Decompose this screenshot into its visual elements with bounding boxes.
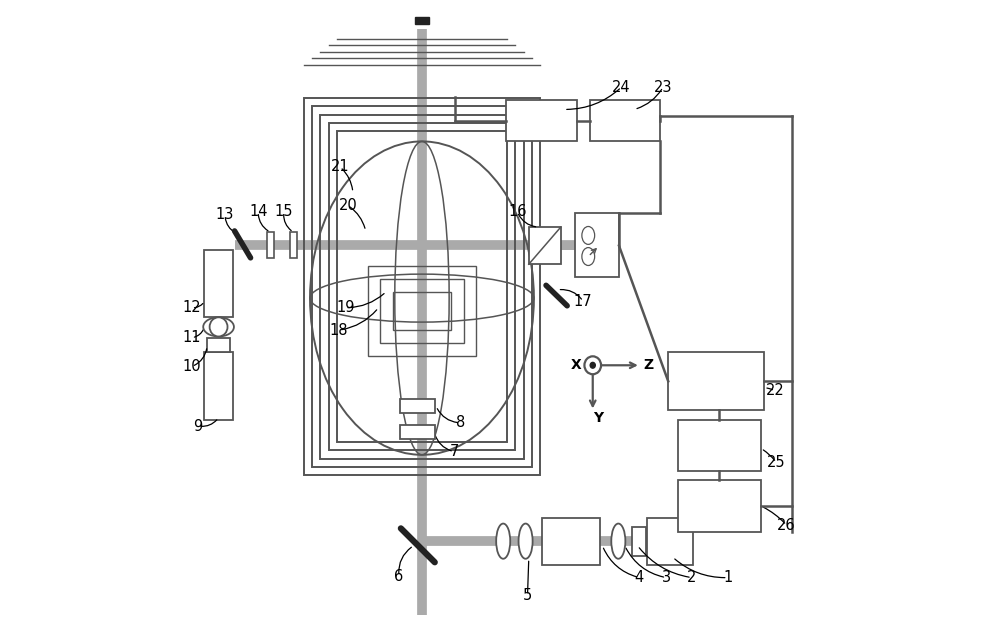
Bar — [529, 227, 561, 264]
Bar — [678, 480, 761, 531]
Text: 23: 23 — [654, 79, 672, 94]
Bar — [400, 399, 435, 413]
Text: 13: 13 — [216, 208, 234, 222]
Ellipse shape — [496, 524, 510, 559]
Text: 5: 5 — [523, 588, 532, 603]
Ellipse shape — [210, 317, 228, 337]
Bar — [204, 250, 233, 317]
Text: 20: 20 — [338, 198, 357, 213]
Ellipse shape — [203, 317, 234, 337]
Text: 7: 7 — [449, 444, 459, 459]
Text: 16: 16 — [508, 204, 527, 219]
Bar — [207, 338, 230, 353]
Text: 1: 1 — [723, 570, 732, 585]
Bar — [400, 425, 435, 439]
Text: 26: 26 — [777, 518, 796, 533]
FancyArrowPatch shape — [590, 249, 596, 254]
Bar — [380, 279, 464, 343]
Text: 4: 4 — [635, 570, 644, 585]
Text: 14: 14 — [249, 204, 267, 219]
Bar — [415, 17, 429, 24]
Ellipse shape — [584, 356, 601, 374]
Bar — [632, 527, 646, 556]
Bar — [304, 98, 540, 475]
Text: 25: 25 — [767, 455, 786, 470]
Bar — [647, 518, 693, 565]
Text: 24: 24 — [612, 79, 631, 94]
Ellipse shape — [590, 362, 595, 368]
Bar — [393, 292, 451, 330]
Text: 22: 22 — [766, 383, 784, 398]
Text: 2: 2 — [687, 570, 697, 585]
Text: 17: 17 — [574, 294, 592, 309]
Text: X: X — [570, 358, 581, 372]
Bar — [590, 100, 660, 142]
Bar — [575, 213, 619, 277]
Text: 6: 6 — [394, 569, 404, 584]
Text: 19: 19 — [336, 300, 354, 315]
Text: 11: 11 — [182, 330, 201, 345]
Text: Z: Z — [643, 358, 653, 372]
Bar — [678, 420, 761, 470]
Bar — [368, 266, 476, 356]
Text: 18: 18 — [330, 322, 348, 338]
Bar — [312, 106, 532, 467]
Text: 10: 10 — [182, 359, 201, 374]
Text: Y: Y — [593, 412, 603, 426]
Bar — [506, 100, 577, 142]
Bar — [668, 353, 764, 410]
Ellipse shape — [519, 524, 533, 559]
Text: 8: 8 — [456, 415, 465, 430]
Bar — [542, 518, 600, 565]
Bar — [337, 131, 507, 442]
Text: 9: 9 — [193, 419, 203, 433]
Ellipse shape — [611, 524, 625, 559]
Bar — [267, 232, 274, 258]
Bar — [290, 232, 297, 258]
Text: 3: 3 — [662, 570, 671, 585]
Text: 12: 12 — [182, 300, 201, 315]
Bar — [204, 353, 233, 420]
Bar — [329, 123, 515, 451]
Text: 15: 15 — [275, 204, 293, 219]
Text: 21: 21 — [331, 160, 349, 174]
Bar — [320, 115, 524, 459]
